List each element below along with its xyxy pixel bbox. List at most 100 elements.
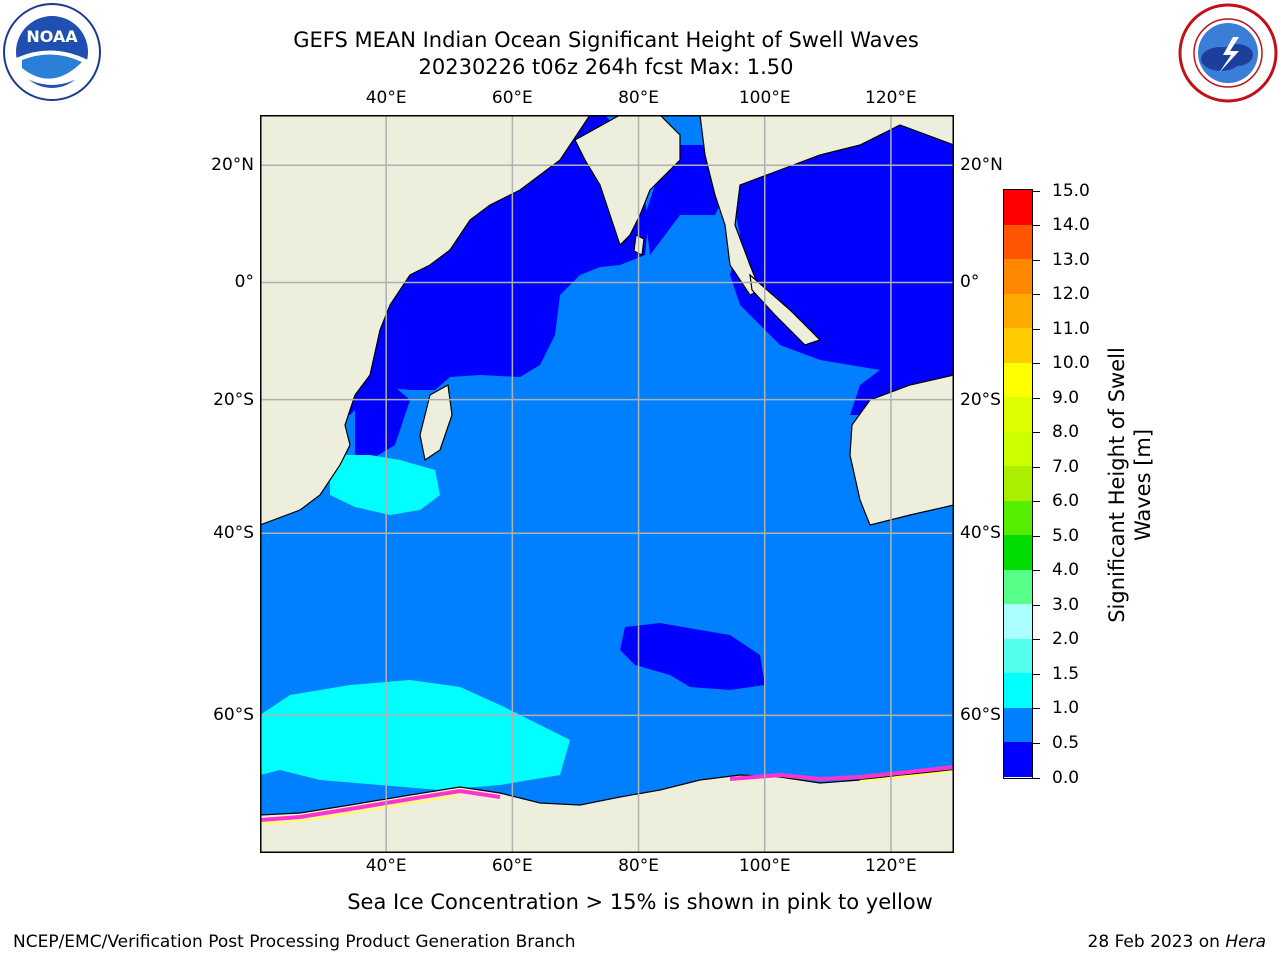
colorbar [1003,189,1033,779]
latitude-tick-label: 40°S [960,523,1001,544]
land-masses [260,115,954,853]
national-weather-service-logo-icon [1178,3,1278,103]
colorbar-segment [1004,707,1032,743]
latitude-tick-label: 20°N [211,155,254,176]
colorbar-tick [1032,708,1040,710]
colorbar-tick-label: 8.0 [1052,422,1080,443]
latitude-tick-label: 20°N [960,155,1003,176]
ocean-high-swell-southern-band [260,680,570,790]
sea-ice-edge [260,788,501,822]
colorbar-tick [1032,466,1040,468]
colorbar-tick-label: 10.0 [1052,353,1090,374]
colorbar-segment [1004,397,1032,432]
colorbar-tick-label: 1.5 [1052,663,1080,684]
colorbar-tick-label: 15.0 [1052,180,1090,201]
colorbar-segment [1004,673,1032,708]
graticule [260,115,954,853]
sea-ice-edge-east-yellow [859,770,954,782]
colorbar-tick-label: 13.0 [1052,249,1090,270]
colorbar-tick-label: 9.0 [1052,387,1080,408]
latitude-tick-label: 20°S [213,389,254,410]
colorbar-segment [1004,259,1032,294]
sea-ice-footnote: Sea Ice Concentration > 15% is shown in … [347,890,933,914]
land-india [574,115,681,247]
colorbar-segment [1004,224,1032,260]
ocean-low-swell-indonesian-seas [730,115,954,415]
colorbar-tick [1032,604,1040,606]
colorbar-title: Significant Height of Swell Waves [m] [1104,347,1156,623]
colorbar-title-line1: Significant Height of Swell [1105,347,1129,623]
colorbar-tick [1032,259,1040,261]
latitude-tick-label: 0° [234,272,254,293]
colorbar-tick [1032,501,1040,503]
colorbar-tick-label: 6.0 [1052,491,1080,512]
latitude-tick-label: 20°S [960,389,1001,410]
ocean-low-swell-southern-patch [620,623,765,690]
colorbar-segment [1004,328,1032,363]
colorbar-tick-label: 0.0 [1052,767,1080,788]
colorbar-tick-label: 3.0 [1052,594,1080,615]
latitude-tick-label: 60°S [213,705,254,726]
colorbar-tick [1032,570,1040,572]
ocean-low-swell-mozambique-channel [355,385,410,460]
land-antarctica [260,769,954,853]
colorbar-segment [1004,604,1032,639]
land-australia [849,374,954,526]
longitude-tick-label: 120°E [865,88,917,108]
colorbar-segment [1004,431,1032,467]
footer-credit: NCEP/EMC/Verification Post Processing Pr… [13,932,576,952]
noaa-logo-text: NOAA [26,27,78,46]
sea-ice-edge-yellow [260,794,461,825]
colorbar-tick [1032,294,1040,296]
colorbar-segment [1004,293,1032,329]
colorbar-segment [1004,362,1032,398]
colorbar-tick [1032,777,1040,779]
longitude-tick-label: 100°E [738,856,791,876]
land-southeast-asia [699,115,954,296]
land-africa-arabia [260,115,591,526]
land-madagascar [419,384,453,461]
colorbar-tick-label: 0.5 [1052,732,1080,753]
colorbar-tick [1032,639,1040,641]
colorbar-segment [1004,466,1032,501]
latitude-tick-label: 0° [960,272,980,293]
colorbar-tick-label: 12.0 [1052,284,1090,305]
colorbar-tick [1032,535,1040,537]
colorbar-tick-label: 5.0 [1052,525,1080,546]
colorbar-segment [1004,535,1032,570]
map-canvas [260,115,954,853]
longitude-tick-label: 60°E [491,856,533,876]
chart-title: GEFS MEAN Indian Ocean Significant Heigh… [293,28,919,52]
colorbar-title-line2: Waves [m] [1131,428,1155,542]
longitude-tick-label: 40°E [365,88,407,108]
longitude-tick-label: 80°E [618,88,659,108]
colorbar-segment [1004,742,1032,777]
ocean-high-swell-south-africa [330,455,440,515]
colorbar-segment [1004,190,1032,225]
sea-ice-edge-east [729,765,954,782]
colorbar-tick [1032,225,1040,227]
footer-date: 28 Feb 2023 on Hera [1088,932,1266,952]
colorbar-tick [1032,328,1040,330]
ocean-low-swell-arabian-sea [315,115,648,415]
footer-host: Hera [1225,932,1266,952]
colorbar-segment [1004,638,1032,674]
colorbar-tick-label: 1.0 [1052,698,1080,719]
longitude-tick-label: 60°E [491,88,533,108]
colorbar-tick [1032,363,1040,365]
footer-date-text: 28 Feb 2023 on [1087,932,1226,952]
longitude-tick-label: 80°E [618,856,659,876]
map-border [260,115,954,853]
colorbar-tick [1032,397,1040,399]
colorbar-tick [1032,190,1040,192]
latitude-tick-label: 60°S [960,705,1001,726]
colorbar-tick-label: 11.0 [1052,318,1090,339]
colorbar-tick [1032,742,1040,744]
land-sumatra [749,273,822,346]
chart-subtitle: 20230226 t06z 264h fcst Max: 1.50 [418,55,794,79]
longitude-tick-label: 100°E [738,88,791,108]
colorbar-tick-label: 14.0 [1052,215,1090,236]
noaa-logo-icon: NOAA [3,3,101,101]
colorbar-tick-label: 4.0 [1052,560,1080,581]
colorbar-segment [1004,500,1032,536]
